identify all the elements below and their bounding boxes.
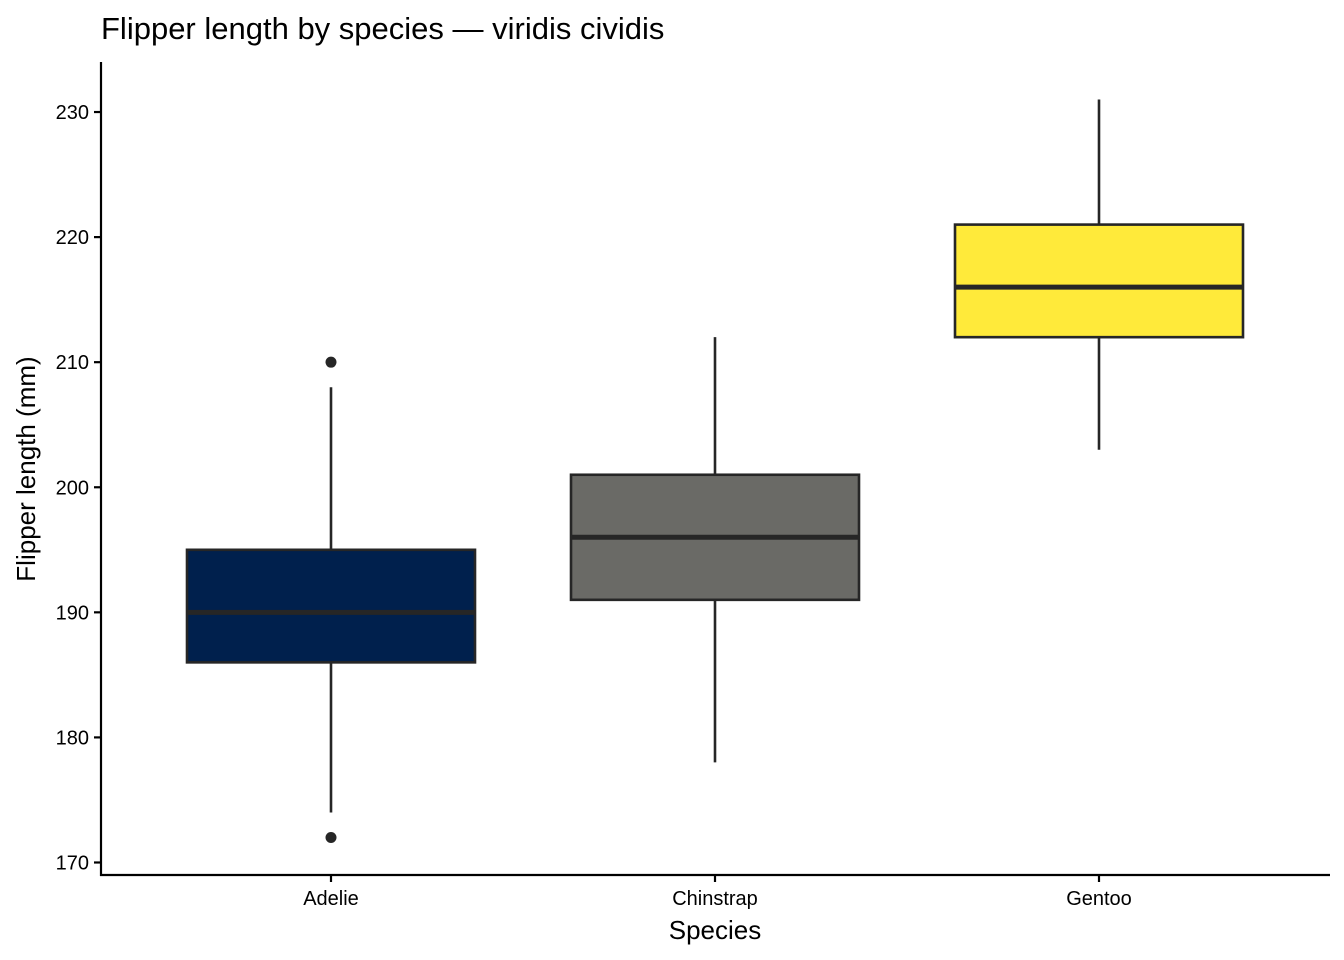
x-tick-label: Gentoo xyxy=(1066,888,1132,910)
plot-area xyxy=(185,99,1245,843)
outlier-point xyxy=(325,831,337,843)
y-axis: 170 180 190 200 210 220 230 xyxy=(56,62,103,876)
y-tick-label: 170 xyxy=(56,852,89,874)
box-chinstrap xyxy=(569,337,861,763)
y-tick-label: 210 xyxy=(56,352,89,374)
outlier-point xyxy=(325,356,337,368)
box-body xyxy=(953,223,1245,339)
y-tick-label: 180 xyxy=(56,727,89,749)
box-gentoo xyxy=(953,99,1245,450)
chart-title: Flipper length by species — viridis civi… xyxy=(101,11,664,46)
x-tick-label: Adelie xyxy=(303,888,359,910)
x-axis: Adelie Chinstrap Gentoo xyxy=(100,873,1330,910)
x-tick-label: Chinstrap xyxy=(672,888,758,910)
y-tick-label: 200 xyxy=(56,477,89,499)
y-tick-label: 230 xyxy=(56,102,89,124)
y-tick-label: 220 xyxy=(56,227,89,249)
box-body xyxy=(185,548,477,664)
y-axis-title: Flipper length (mm) xyxy=(11,356,41,581)
x-axis-title: Species xyxy=(669,915,762,945)
y-tick-label: 190 xyxy=(56,602,89,624)
box-adelie xyxy=(185,356,477,843)
